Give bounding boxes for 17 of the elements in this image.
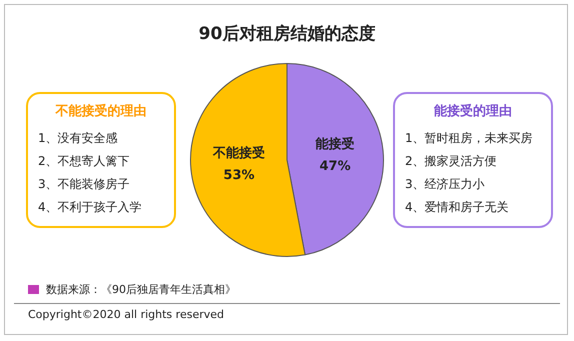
text: 3、不能装修房子 bbox=[38, 176, 131, 193]
text: 2、搬家灵活方便 bbox=[405, 153, 498, 170]
text: Copyright©2020 all rights reserved bbox=[28, 308, 224, 321]
text: 4、不利于孩子入学 bbox=[38, 199, 143, 216]
text: 3、经济压力小 bbox=[405, 176, 486, 193]
slice-label: 能接受 bbox=[316, 136, 355, 152]
text: 1、没有安全感 bbox=[38, 130, 119, 147]
source-note: 数据来源：《90后独居青年生活真相》 bbox=[46, 282, 236, 297]
text: 1、暂时租房，未来买房 bbox=[405, 130, 534, 147]
text: 不能接受的理由 bbox=[54, 102, 148, 120]
data-label: 47% bbox=[319, 158, 351, 174]
data-label: 53% bbox=[223, 168, 255, 183]
slice-label: 不能接受 bbox=[212, 144, 265, 161]
text: 2、不想寄人篱下 bbox=[38, 153, 131, 170]
chart-title: 90后对租房结婚的态度 bbox=[198, 23, 376, 45]
text: 能接受的理由 bbox=[433, 102, 513, 120]
text: 4、爱情和房子无关 bbox=[405, 199, 510, 216]
